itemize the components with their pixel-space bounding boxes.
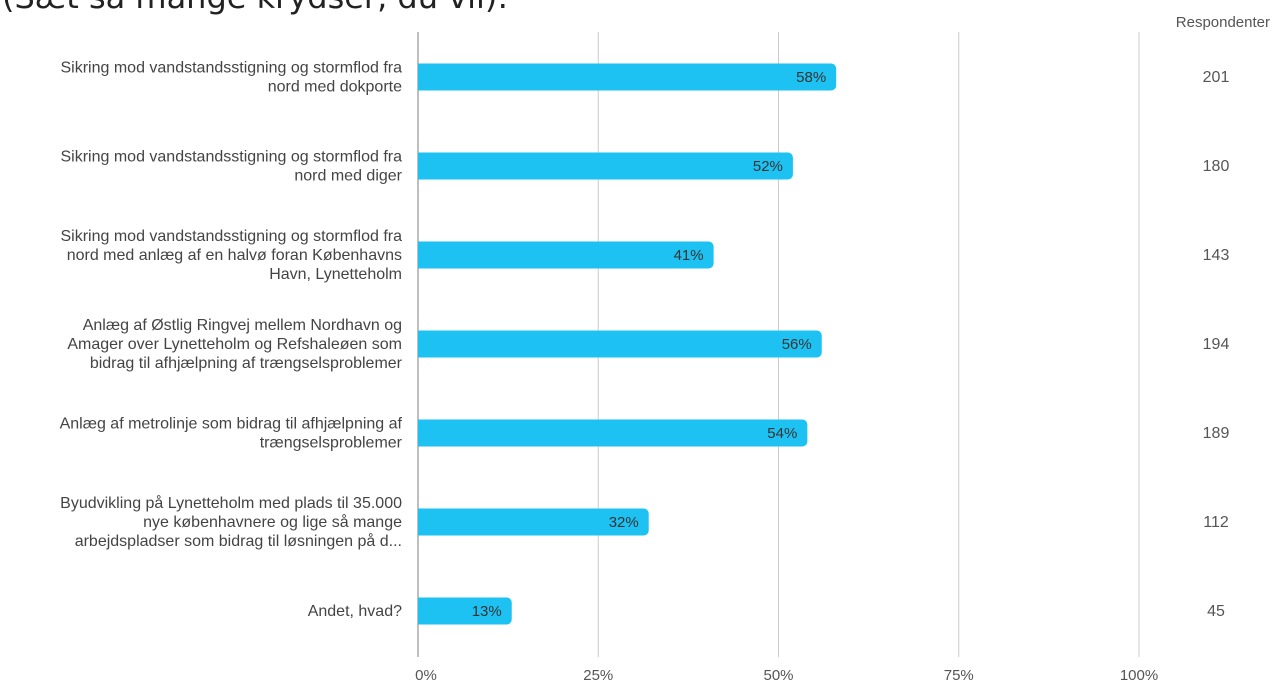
respondent-count: 189: [1203, 425, 1230, 442]
bar: [418, 241, 714, 269]
bar: [418, 63, 837, 91]
x-tick-label: 75%: [944, 667, 974, 682]
bar-left-edge: [418, 63, 424, 91]
respondent-count: 45: [1207, 603, 1225, 620]
bar: [418, 597, 512, 625]
category-label: Sikring mod vandstandsstigning og stormf…: [60, 149, 402, 185]
respondent-count: 143: [1203, 247, 1230, 264]
category-label: Andet, hvad?: [308, 603, 402, 620]
value-label: 52%: [753, 158, 783, 175]
bar-left-edge: [418, 152, 424, 180]
bar-left-edge: [418, 597, 424, 625]
category-label: Sikring mod vandstandsstigning og stormf…: [60, 60, 402, 96]
bar: [418, 419, 808, 447]
category-label: Anlæg af metrolinje som bidrag til afhjæ…: [60, 416, 403, 452]
respondent-count: 112: [1203, 514, 1229, 531]
bar-left-edge: [418, 419, 424, 447]
respondent-count: 194: [1203, 336, 1230, 353]
value-label: 56%: [782, 336, 812, 353]
bar-left-edge: [418, 508, 424, 536]
category-label: Byudvikling på Lynetteholm med plads til…: [60, 494, 402, 550]
value-label: 54%: [767, 425, 797, 442]
bar-left-edge: [418, 241, 424, 269]
respondent-count: 180: [1203, 158, 1230, 175]
x-tick-label: 50%: [763, 667, 793, 682]
value-label: 41%: [674, 247, 704, 264]
x-tick-label: 100%: [1120, 667, 1158, 682]
respondents-header: Respondenter: [1175, 14, 1270, 31]
x-tick-label: 25%: [583, 667, 613, 682]
bar: [418, 152, 793, 180]
bar-left-edge: [418, 330, 424, 358]
bar: [418, 508, 649, 536]
category-label: Sikring mod vandstandsstigning og stormf…: [60, 228, 402, 283]
value-label: 58%: [796, 69, 826, 86]
category-label: Anlæg af Østlig Ringvej mellem Nordhavn …: [67, 317, 402, 372]
x-tick-label: 0%: [415, 667, 437, 682]
respondent-count: 201: [1203, 69, 1230, 86]
value-label: 32%: [609, 514, 639, 531]
value-label: 13%: [472, 603, 502, 620]
bar: [418, 330, 822, 358]
question-text: (Sæt så mange krydser, du vil):: [2, 0, 508, 16]
